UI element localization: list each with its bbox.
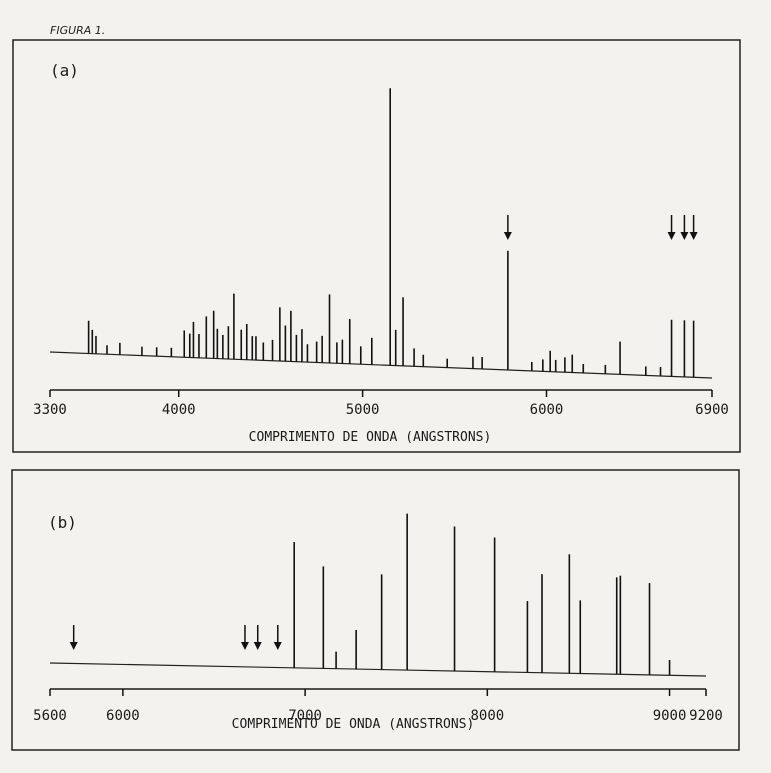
panel-a-baseline	[49, 351, 713, 379]
panel-b-frame	[11, 469, 740, 751]
x-tick-label: 9000	[653, 708, 687, 724]
panel-b-x-axis-label: COMPRIMENTO DE ONDA (ANGSTRONS)	[232, 717, 475, 732]
panel-a-frame	[12, 39, 741, 453]
x-tick-label: 6000	[106, 708, 140, 724]
x-tick-label: 5000	[346, 402, 380, 418]
arrow-marker	[689, 215, 698, 240]
x-tick-label: 7000	[288, 708, 322, 724]
x-tick-label: 8000	[470, 708, 504, 724]
arrow-marker	[69, 625, 78, 650]
panel-b-spectrum	[49, 513, 707, 677]
panel-a-spectrum	[49, 88, 713, 379]
arrow-marker	[240, 625, 249, 650]
panel-b-label: (b)	[48, 513, 77, 532]
panel-a: (a) 3300 4000 5000 6000 6900 COMPRIMENTO DE …	[12, 39, 741, 453]
figure-title: FIGURA 1.	[50, 24, 105, 37]
panel-a-ticks: 3300 4000 5000 6000 6900	[33, 390, 729, 418]
panel-b-arrows	[69, 625, 282, 650]
x-tick-label: 3300	[33, 402, 67, 418]
x-tick-label: 5600	[33, 708, 67, 724]
arrow-marker	[273, 625, 282, 650]
panel-b-ticks: 5600 6000 7000 8000 9000 9200	[33, 689, 723, 724]
panel-a-label: (a)	[50, 61, 79, 80]
arrow-marker	[667, 215, 676, 240]
arrow-marker	[253, 625, 262, 650]
x-tick-label: 9200	[689, 708, 723, 724]
x-tick-label: 6900	[695, 402, 729, 418]
x-tick-label: 6000	[530, 402, 564, 418]
panel-a-arrows	[503, 215, 698, 240]
panel-b-baseline	[49, 662, 707, 677]
arrow-marker	[503, 215, 512, 240]
panel-a-x-axis-label: COMPRIMENTO DE ONDA (ANGSTRONS)	[249, 430, 492, 445]
panel-b: (b) 5600 6000 7000 8000 9000 9200 COMPRIMENTO…	[11, 469, 740, 751]
x-tick-label: 4000	[162, 402, 196, 418]
arrow-marker	[680, 215, 689, 240]
